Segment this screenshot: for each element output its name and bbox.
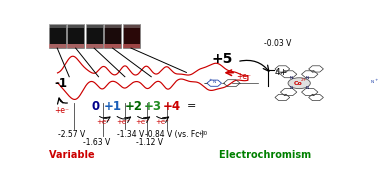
Bar xyxy=(67,24,84,48)
Bar xyxy=(104,24,121,28)
Text: +e⁻: +e⁻ xyxy=(237,72,252,81)
Bar xyxy=(86,24,102,48)
Bar xyxy=(67,24,84,28)
Text: -1.63 V: -1.63 V xyxy=(84,138,111,147)
Text: +3: +3 xyxy=(144,100,162,113)
Bar xyxy=(104,44,121,48)
Text: +e⁻: +e⁻ xyxy=(155,119,169,125)
Text: Variable: Variable xyxy=(49,150,98,160)
Bar xyxy=(86,44,102,48)
Text: +e⁻: +e⁻ xyxy=(116,119,130,125)
Text: 0: 0 xyxy=(91,100,100,113)
Bar xyxy=(67,44,84,48)
Text: N: N xyxy=(306,76,309,80)
Bar xyxy=(49,44,66,48)
Text: +/0: +/0 xyxy=(198,130,208,135)
Text: -1.34 V: -1.34 V xyxy=(116,130,144,139)
Text: +2: +2 xyxy=(125,100,143,113)
Bar xyxy=(104,24,121,48)
Text: Co: Co xyxy=(293,81,302,86)
Text: N: N xyxy=(289,76,293,80)
Text: +1: +1 xyxy=(104,100,122,113)
Bar xyxy=(49,24,66,28)
Text: N: N xyxy=(371,80,374,84)
Text: N: N xyxy=(212,80,216,84)
Text: ): ) xyxy=(201,130,204,139)
Text: -0.84 V (vs. Fc: -0.84 V (vs. Fc xyxy=(144,130,199,139)
Text: +: + xyxy=(209,78,212,82)
Text: +5: +5 xyxy=(212,52,233,66)
Circle shape xyxy=(288,78,310,89)
Text: +: + xyxy=(374,78,378,82)
Text: Electrochromism: Electrochromism xyxy=(218,150,314,160)
Text: -1.12 V: -1.12 V xyxy=(136,138,163,147)
Text: +e⁻: +e⁻ xyxy=(96,119,110,125)
Bar xyxy=(122,24,139,48)
Text: N: N xyxy=(306,86,309,90)
Text: +e⁻: +e⁻ xyxy=(136,119,149,125)
Text: N: N xyxy=(289,86,293,90)
Text: 4+: 4+ xyxy=(275,68,288,77)
Bar xyxy=(49,24,66,48)
Text: =: = xyxy=(187,101,196,111)
Text: +4: +4 xyxy=(163,100,181,113)
Text: -0.03 V: -0.03 V xyxy=(264,39,291,48)
Bar xyxy=(122,24,139,28)
Text: -2.57 V: -2.57 V xyxy=(58,130,85,139)
Text: -1: -1 xyxy=(54,77,67,90)
Bar xyxy=(86,24,102,28)
Bar xyxy=(122,44,139,48)
Text: 2+: 2+ xyxy=(301,78,307,82)
Text: +e⁻: +e⁻ xyxy=(54,106,69,115)
